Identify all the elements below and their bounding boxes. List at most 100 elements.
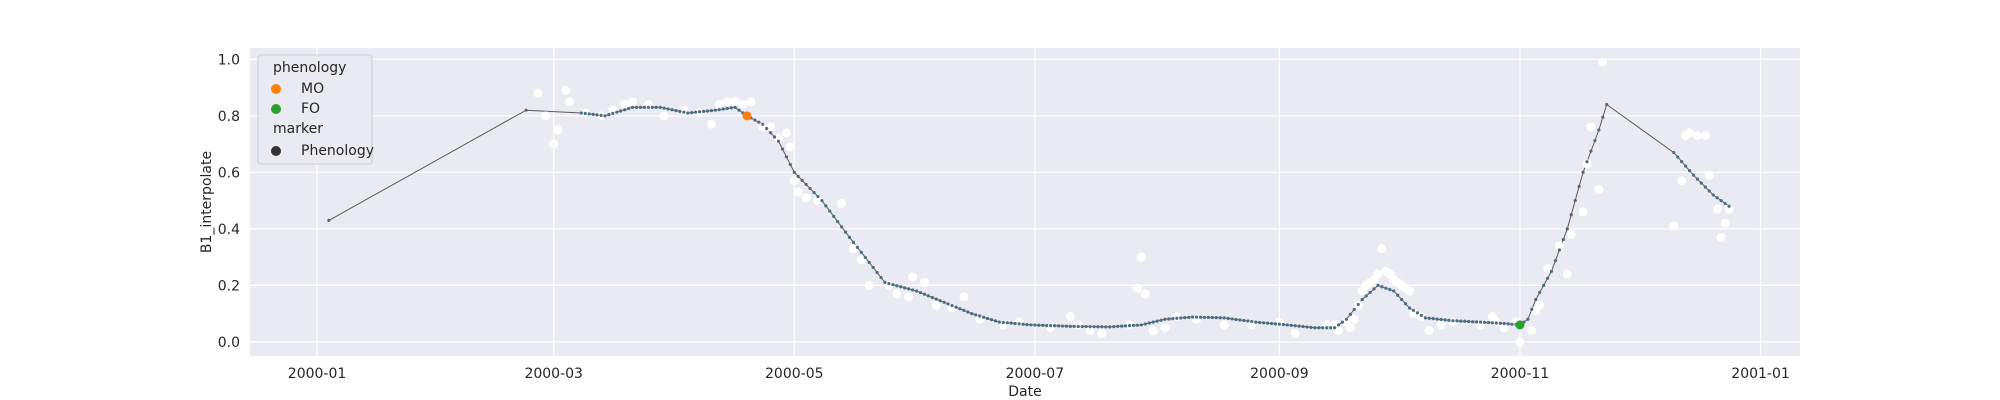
phenology-point bbox=[903, 286, 907, 290]
phenology-point bbox=[1017, 322, 1021, 326]
phenology-point bbox=[1234, 317, 1238, 322]
phenology-point bbox=[1411, 308, 1416, 313]
raw-data-point bbox=[1192, 314, 1202, 324]
phenology-events-layer bbox=[742, 111, 1525, 330]
phenology-point bbox=[962, 308, 966, 312]
phenology-point bbox=[1348, 312, 1352, 316]
phenology-point bbox=[1230, 317, 1234, 321]
phenology-point bbox=[1009, 321, 1013, 325]
phenology-point bbox=[1534, 297, 1538, 302]
phenology-point bbox=[1478, 320, 1483, 324]
phenology-point bbox=[1092, 325, 1096, 329]
phenology-point bbox=[1486, 320, 1491, 325]
phenology-point bbox=[1400, 297, 1404, 302]
phenology-point bbox=[954, 305, 958, 309]
phenology-point bbox=[1135, 323, 1140, 327]
legend-fo-label: FO bbox=[301, 101, 320, 117]
raw-data-point bbox=[1554, 241, 1564, 251]
phenology-point bbox=[974, 313, 978, 317]
phenology-point bbox=[1317, 326, 1321, 330]
phenology-point bbox=[717, 108, 721, 112]
phenology-point bbox=[1581, 170, 1585, 174]
phenology-point bbox=[1553, 259, 1558, 263]
phenology-point bbox=[1585, 160, 1589, 164]
phenology-point bbox=[1112, 325, 1116, 329]
raw-data-point bbox=[1424, 326, 1434, 336]
raw-data-point bbox=[892, 289, 902, 299]
phenology-point bbox=[855, 245, 859, 249]
phenology-point bbox=[1510, 322, 1514, 326]
x-tick-label: 2000-05 bbox=[765, 366, 824, 382]
raw-data-point bbox=[1405, 286, 1415, 296]
raw-data-point bbox=[975, 314, 985, 324]
x-tick-label: 2001-01 bbox=[1731, 366, 1790, 382]
phenology-point bbox=[1605, 102, 1609, 107]
raw-data-point bbox=[1140, 289, 1150, 299]
raw-data-point bbox=[1720, 218, 1730, 228]
phenology-point bbox=[820, 198, 824, 203]
phenology-point bbox=[1029, 323, 1033, 327]
phenology-point bbox=[1013, 321, 1017, 326]
phenology-point bbox=[1222, 316, 1226, 320]
legend-phenology-label: Phenology bbox=[301, 143, 374, 159]
phenology-point bbox=[784, 155, 788, 159]
phenology-point bbox=[1715, 196, 1719, 200]
phenology-point bbox=[1242, 318, 1246, 323]
phenology-point bbox=[1021, 322, 1025, 326]
phenology-point bbox=[1254, 320, 1258, 324]
phenology-point bbox=[1707, 189, 1711, 193]
phenology-point bbox=[642, 105, 647, 109]
phenology-point bbox=[634, 105, 639, 109]
raw-data-point bbox=[1692, 131, 1702, 141]
raw-data-point bbox=[738, 100, 748, 110]
phenology-point bbox=[630, 105, 635, 109]
phenology-point bbox=[1056, 324, 1061, 328]
phenology-point bbox=[938, 299, 942, 303]
phenology-point bbox=[970, 312, 974, 316]
phenology-point bbox=[808, 186, 812, 191]
phenology-point bbox=[1100, 325, 1104, 329]
raw-data-point bbox=[773, 133, 783, 143]
phenology-point bbox=[1265, 321, 1270, 325]
phenology-point bbox=[1684, 164, 1688, 168]
phenology-point bbox=[709, 108, 714, 113]
phenology-point bbox=[1191, 315, 1195, 319]
phenology-point bbox=[1577, 184, 1581, 189]
phenology-point bbox=[875, 270, 879, 275]
phenology-point bbox=[1033, 323, 1037, 327]
phenology-point bbox=[1041, 323, 1045, 327]
phenology-point bbox=[1273, 322, 1278, 326]
raw-data-point bbox=[1586, 122, 1596, 132]
raw-data-point bbox=[1594, 184, 1604, 194]
phenology-point bbox=[579, 111, 583, 115]
raw-data-point bbox=[1334, 326, 1344, 336]
phenology-point bbox=[1498, 321, 1502, 325]
phenology-point bbox=[1321, 326, 1325, 330]
raw-data-point bbox=[1712, 204, 1722, 214]
raw-data-point bbox=[785, 142, 795, 152]
raw-data-point bbox=[813, 196, 823, 206]
raw-data-point bbox=[1562, 269, 1572, 279]
phenology-point bbox=[1218, 316, 1222, 320]
phenology-point bbox=[729, 106, 733, 110]
phenology-point bbox=[1313, 326, 1317, 330]
phenology-point bbox=[1336, 323, 1341, 327]
phenology-point bbox=[654, 105, 658, 109]
phenology-point bbox=[713, 108, 717, 112]
phenology-point bbox=[737, 108, 741, 112]
phenology-point bbox=[1045, 323, 1049, 328]
raw-data-point bbox=[541, 111, 551, 121]
phenology-point bbox=[772, 135, 777, 139]
raw-data-point bbox=[1685, 128, 1695, 138]
raw-data-point bbox=[947, 303, 957, 313]
phenology-point bbox=[1120, 324, 1124, 328]
phenology-point bbox=[1360, 297, 1364, 302]
phenology-point bbox=[1187, 315, 1191, 319]
phenology-point bbox=[1340, 320, 1345, 324]
phenology-point bbox=[828, 209, 832, 213]
phenology-point bbox=[1293, 324, 1297, 328]
phenology-point bbox=[1727, 204, 1731, 208]
raw-data-point bbox=[659, 111, 669, 121]
raw-data-point bbox=[1578, 207, 1588, 217]
